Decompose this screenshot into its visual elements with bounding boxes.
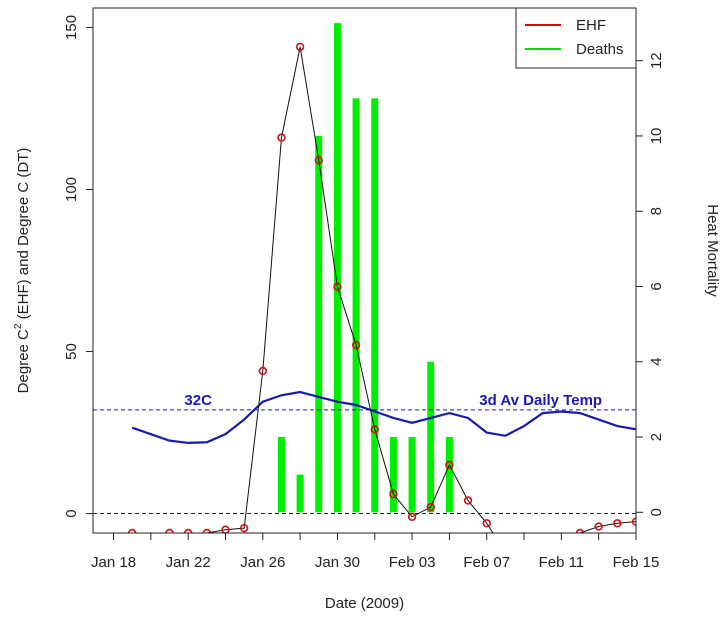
ehf-point (314, 156, 323, 165)
deaths-bar (315, 135, 323, 513)
y-left-tick-label: 150 (63, 15, 80, 40)
ehf-point (351, 340, 361, 350)
y-left-tick-label: 0 (63, 509, 80, 517)
legend-deaths-label: Deaths (576, 41, 624, 58)
x-tick-label: Feb 07 (463, 554, 510, 571)
x-tick-label: Feb 15 (613, 554, 660, 571)
ehf-point (110, 543, 117, 550)
x-tick-label: Feb 03 (389, 554, 436, 571)
x-tick-label: Jan 22 (166, 554, 211, 571)
ehf-point (521, 559, 528, 566)
deaths-bar (352, 98, 360, 513)
ehf-point (482, 519, 491, 528)
y-axis-left: 0 50 100 150 (63, 15, 94, 518)
y-right-tick-label: 10 (648, 128, 665, 145)
temperature-line (131, 390, 637, 445)
ehf-point (239, 523, 249, 533)
legend: EHF Deaths (515, 7, 637, 69)
y-axis-right-title: Heat Mortality (704, 204, 721, 297)
x-axis-title: Date (2009) (325, 595, 404, 612)
y-right-tick-label: 6 (648, 282, 665, 290)
x-tick-label: Jan 18 (91, 554, 136, 571)
deaths-bar (389, 437, 397, 513)
ehf-point (426, 502, 435, 512)
y-left-tick-label: 50 (63, 343, 80, 360)
x-tick-label: Jan 30 (315, 554, 360, 571)
ehf-point (277, 133, 286, 142)
ehf-line (131, 46, 636, 533)
deaths-bar (277, 437, 285, 513)
y-axis-left-title: Degree C2 (EHF) and Degree C (DT) (13, 148, 32, 394)
ehf-point (333, 282, 342, 291)
reference-lines (93, 409, 636, 515)
deaths-bar (445, 437, 453, 513)
ehf-point (370, 425, 379, 434)
y-right-tick-label: 4 (648, 358, 665, 366)
annotation-label: 3d Av Daily Temp (479, 392, 602, 409)
deaths-bars (277, 23, 453, 513)
ehf-line-group (131, 46, 636, 533)
deaths-bar (296, 474, 304, 513)
ehf-point (594, 522, 603, 531)
deaths-bar (427, 361, 435, 513)
annotations: 32C 3d Av Daily Temp (184, 392, 602, 409)
annotation-label: 32C (184, 392, 212, 409)
ehf-point (221, 525, 230, 533)
ehf-point (295, 42, 305, 52)
ehf-point (258, 366, 268, 376)
ehf-point (407, 512, 417, 521)
y-right-tick-label: 0 (648, 508, 665, 516)
y-axis-left-title-sup: 2 (13, 323, 24, 329)
ehf-point (558, 539, 565, 546)
y-left-tick-label: 100 (63, 177, 80, 202)
x-tick-label: Jan 26 (240, 554, 285, 571)
legend-ehf-label: EHF (576, 17, 606, 34)
ehf-point (147, 539, 154, 546)
ehf-point (445, 460, 454, 470)
ehf-point (613, 519, 622, 528)
y-axis-right: 0 2 4 6 8 10 12 (635, 52, 665, 516)
y-right-tick-label: 12 (648, 52, 665, 69)
legend-box (515, 7, 637, 69)
deaths-bar (333, 23, 341, 513)
ehf-point (389, 489, 398, 499)
y-right-tick-label: 2 (648, 433, 665, 441)
ehf-point (463, 496, 473, 505)
deaths-bar (371, 98, 379, 513)
temperature-line-group (131, 390, 637, 445)
y-axis-left-title-prefix: Degree C (15, 329, 32, 393)
plot-frame (92, 7, 637, 534)
y-axis-left-title-suffix: (EHF) and Degree C (DT) (15, 148, 32, 324)
x-tick-label: Feb 11 (539, 554, 585, 571)
deaths-bar (408, 437, 416, 513)
y-right-tick-label: 8 (648, 207, 665, 215)
x-axis: Jan 18 Jan 22 Jan 26 Jan 30 Feb 03 Feb 07 Feb … (91, 532, 660, 571)
